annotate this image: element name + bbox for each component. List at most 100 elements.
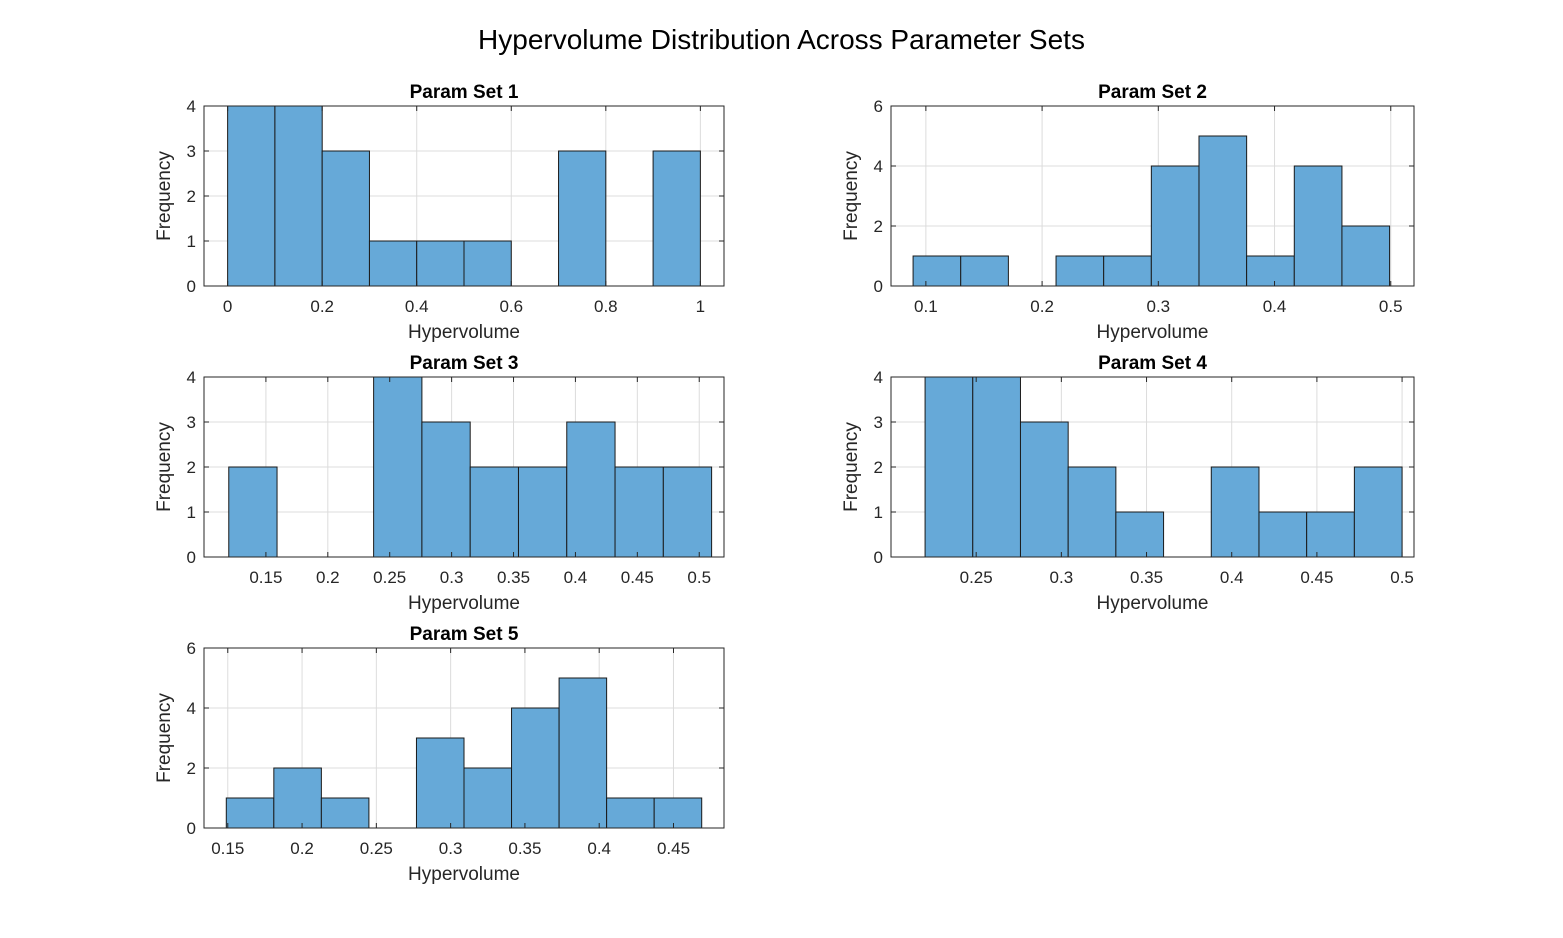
- x-tick-label: 0.25: [960, 568, 993, 587]
- histogram-bar: [373, 376, 423, 558]
- histogram-bar: [1055, 255, 1105, 287]
- x-tick-label: 0.3: [439, 839, 463, 858]
- histogram-bar: [1210, 466, 1260, 558]
- histogram-bar: [273, 767, 322, 829]
- y-tick-label: 0: [187, 548, 196, 567]
- y-tick-label: 0: [187, 819, 196, 838]
- x-tick-label: 1: [696, 297, 705, 316]
- histogram-bar: [421, 421, 471, 558]
- x-tick-label: 0.5: [1390, 568, 1414, 587]
- x-tick-label: 0.5: [1379, 297, 1403, 316]
- x-tick-label: 0.4: [587, 839, 611, 858]
- x-tick-label: 0.35: [1130, 568, 1163, 587]
- x-tick-label: 0.25: [360, 839, 393, 858]
- y-axis-label: Frequency: [841, 422, 862, 512]
- y-tick-label: 2: [187, 759, 196, 778]
- y-tick-label: 6: [187, 639, 196, 658]
- histogram-bar: [558, 677, 608, 829]
- histogram-bar: [1019, 421, 1069, 558]
- histogram-bar: [558, 150, 607, 287]
- subplot-title: Param Set 4: [1098, 353, 1207, 374]
- subplot-2: 0.1 0.2 0.3 0.4 0.5 0 2 4 6 Param Set 2 Hypervolum…: [841, 82, 1415, 343]
- histogram-bar: [1293, 165, 1343, 287]
- subplot-1: 0 0.2 0.4 0.6 0.8 1 0 1 2 3 4 Param Set 1 Hypervolum…: [154, 82, 725, 343]
- histogram-bar: [274, 105, 323, 287]
- subplot-title: Param Set 5: [410, 624, 519, 645]
- histogram-bar: [614, 466, 664, 558]
- histogram-bar: [1115, 511, 1165, 558]
- x-tick-label: 0.4: [1220, 568, 1244, 587]
- subplot-4: 0.25 0.3 0.35 0.4 0.45 0.5 0 1 2 3 4 Param Set 4 Hyp…: [841, 353, 1415, 614]
- histogram-bar: [415, 737, 465, 829]
- x-tick-label: 0.35: [497, 568, 530, 587]
- histogram-bar: [606, 797, 655, 829]
- histogram-bar: [368, 240, 418, 287]
- axes-box: [203, 647, 725, 829]
- y-tick-label: 2: [874, 217, 883, 236]
- y-tick-label: 0: [187, 277, 196, 296]
- histogram-bar: [653, 797, 703, 829]
- y-tick-label: 1: [187, 232, 196, 251]
- y-tick-label: 4: [187, 368, 196, 387]
- y-tick-label: 2: [187, 458, 196, 477]
- y-tick-label: 1: [874, 503, 883, 522]
- y-tick-label: 0: [874, 548, 883, 567]
- histogram-bar: [1258, 511, 1308, 558]
- x-tick-label: 0.35: [508, 839, 541, 858]
- axes-box: [890, 105, 1415, 287]
- y-tick-label: 0: [874, 277, 883, 296]
- histogram-bar: [566, 421, 616, 558]
- x-tick-label: 0: [223, 297, 232, 316]
- histogram-bar: [511, 707, 560, 829]
- x-tick-label: 0.45: [1300, 568, 1333, 587]
- histogram-bar: [463, 240, 512, 287]
- y-tick-label: 2: [874, 458, 883, 477]
- y-tick-label: 1: [187, 503, 196, 522]
- x-tick-label: 0.2: [1030, 297, 1054, 316]
- histogram-bar: [517, 466, 568, 558]
- x-tick-label: 0.2: [290, 839, 314, 858]
- histogram-bar: [469, 466, 519, 558]
- histogram-bar: [227, 105, 276, 287]
- x-tick-label: 0.25: [373, 568, 406, 587]
- histogram-bar: [924, 376, 974, 558]
- histogram-bar: [463, 767, 513, 829]
- x-axis-label: Hypervolume: [408, 322, 520, 343]
- histogram-bar: [1246, 255, 1295, 287]
- y-axis-label: Frequency: [154, 693, 175, 783]
- y-tick-label: 3: [187, 413, 196, 432]
- y-tick-label: 3: [187, 142, 196, 161]
- histogram-bar: [912, 255, 962, 287]
- histogram-bar: [1198, 135, 1248, 287]
- x-tick-label: 0.3: [1146, 297, 1170, 316]
- subplot-3: 0.15 0.2 0.25 0.3 0.35 0.4 0.45 0.5 0 1 2 3 4 Param S…: [154, 353, 725, 614]
- histogram-bar: [321, 150, 370, 287]
- x-tick-label: 0.4: [564, 568, 588, 587]
- y-tick-label: 2: [187, 187, 196, 206]
- x-tick-label: 0.5: [687, 568, 711, 587]
- x-axis-label: Hypervolume: [408, 593, 520, 614]
- histogram-bar: [662, 466, 713, 558]
- subplot-title: Param Set 1: [410, 82, 519, 103]
- histogram-bar: [1306, 511, 1355, 558]
- figure-title: Hypervolume Distribution Across Paramete…: [478, 24, 1085, 55]
- histogram-bar: [972, 376, 1021, 558]
- x-tick-label: 0.45: [621, 568, 654, 587]
- histogram-bar: [225, 797, 275, 829]
- x-tick-label: 0.8: [594, 297, 618, 316]
- subplot-title: Param Set 2: [1098, 82, 1207, 103]
- histogram-bar: [416, 240, 465, 287]
- x-tick-label: 0.6: [499, 297, 523, 316]
- x-tick-label: 0.45: [657, 839, 690, 858]
- x-axis-label: Hypervolume: [1097, 593, 1209, 614]
- x-axis-label: Hypervolume: [408, 864, 520, 885]
- histogram-bar: [320, 797, 370, 829]
- histogram-bar: [1103, 255, 1152, 287]
- subplot-5: 0.15 0.2 0.25 0.3 0.35 0.4 0.45 0 2 4 6 Param Set 5…: [154, 624, 725, 885]
- y-tick-label: 6: [874, 97, 883, 116]
- subplot-title: Param Set 3: [410, 353, 519, 374]
- histogram-bar: [1341, 225, 1391, 287]
- y-axis-label: Frequency: [154, 422, 175, 512]
- x-tick-label: 0.15: [211, 839, 244, 858]
